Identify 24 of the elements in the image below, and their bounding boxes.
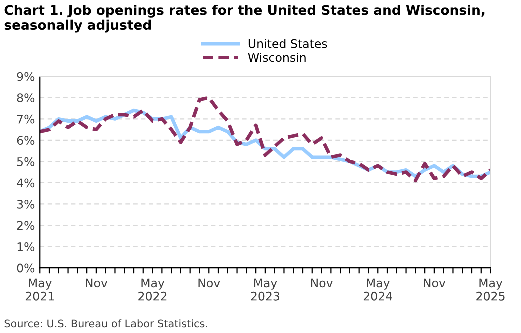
y-tick-label: 4% — [17, 178, 35, 188]
y-tick-label: 6% — [17, 136, 35, 146]
source-note: Source: U.S. Bureau of Labor Statistics. — [4, 320, 208, 328]
x-tick-label: Nov — [424, 278, 446, 288]
legend-label: United States — [248, 39, 328, 48]
y-tick-label: 2% — [17, 221, 35, 230]
line-series — [40, 96, 491, 183]
y-tick-label: 1% — [18, 242, 35, 252]
x-tick-label: May 2025 — [476, 278, 505, 301]
x-tick-label: May 2024 — [364, 278, 392, 301]
chart-title: Chart 1. Job openings rates for the United States and Wisconsin, seasonally adjusted — [4, 4, 485, 33]
y-tick-label: 3% — [17, 200, 35, 209]
x-tick-label: Nov — [198, 278, 220, 288]
x-tick-label: May 2023 — [251, 278, 280, 301]
y-tick-label: 7% — [17, 114, 35, 124]
legend-label: Wisconsin — [248, 52, 306, 62]
y-tick-label: 5% — [17, 157, 35, 166]
x-tick-label: May 2022 — [138, 278, 167, 301]
x-tick-label: May 2021 — [26, 278, 54, 301]
y-tick-label: 9% — [17, 72, 35, 82]
x-tick-label: Nov — [311, 278, 333, 288]
y-tick-label: 8% — [17, 94, 35, 103]
y-tick-label: 0% — [17, 264, 35, 273]
x-tick-label: Nov — [86, 278, 108, 288]
